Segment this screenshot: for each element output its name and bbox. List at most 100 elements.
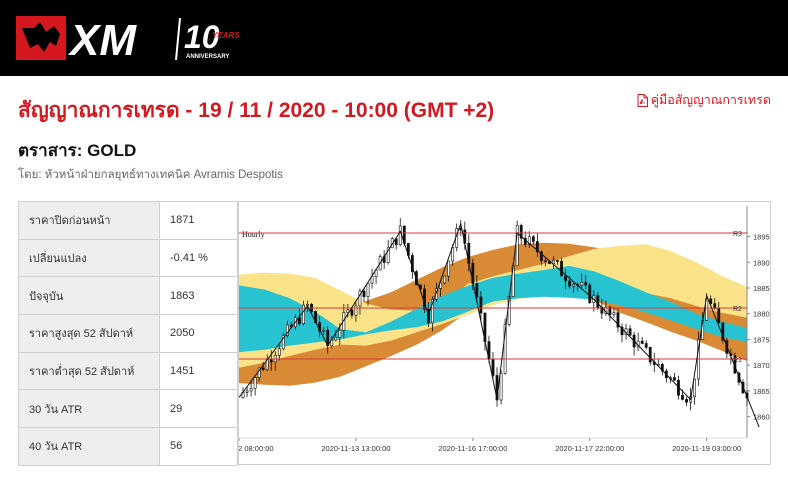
- stat-value-atr-30: 29: [159, 389, 238, 429]
- table-row: ราคาต่ำสุด 52 สัปดาห์ 1451: [18, 351, 238, 391]
- price-chart-svg: 1860 1865 1870 1875 1880 1885 1890 1895 2020-11-…: [239, 206, 770, 453]
- stat-label-change: เปลี่ยนแปลง: [18, 238, 160, 278]
- candle-body: [439, 282, 442, 289]
- table-row: เปลี่ยนแปลง -0.41 %: [18, 238, 238, 278]
- y-tick-label: 1865: [753, 387, 770, 396]
- candle-body: [515, 225, 519, 267]
- candle-body: [277, 348, 281, 356]
- x-tick-label: 2020-11-17 22:00:00: [555, 444, 624, 453]
- y-tick-label: 1895: [753, 233, 770, 242]
- stat-value-52w-low: 1451: [159, 351, 238, 391]
- candle-body: [717, 308, 721, 324]
- candle-body: [358, 290, 362, 307]
- stat-label-atr-30: 30 วัน ATR: [18, 389, 160, 429]
- xm-logo[interactable]: XM 10 YEARS ANNIVERSARY: [16, 12, 246, 64]
- site-header: XM 10 YEARS ANNIVERSARY: [0, 0, 788, 76]
- candle-body: [685, 399, 688, 403]
- pdf-icon: [637, 93, 648, 107]
- candle-body: [560, 261, 563, 277]
- candle-body: [535, 241, 539, 253]
- candle-body: [539, 251, 543, 262]
- author-byline: โดย: หัวหน้าฝ่ายกลยุทธ์ทางเทคนิค Avramis…: [18, 169, 283, 181]
- candle-body: [544, 260, 547, 263]
- x-tick-label: 2020-11-12 08:00:00: [239, 444, 274, 453]
- stat-label-52w-high: ราคาสูงสุด 52 สัปดาห์: [18, 314, 160, 353]
- stat-value-current: 1863: [159, 276, 238, 316]
- candle-body: [673, 377, 676, 381]
- table-row: ราคาสูงสุด 52 สัปดาห์ 2050: [18, 314, 238, 353]
- candle-body: [431, 299, 434, 324]
- candle-body: [596, 295, 600, 308]
- candle-body: [572, 284, 576, 287]
- table-row: ราคาปิดก่อนหน้า 1871: [18, 201, 238, 240]
- candle-body: [580, 282, 584, 286]
- candle-body: [249, 388, 253, 392]
- candle-body: [531, 236, 535, 242]
- candle-body: [398, 225, 402, 245]
- candle-body: [298, 317, 301, 324]
- instrument-heading: ตราสาร: GOLD: [18, 141, 137, 160]
- y-tick-label: 1875: [753, 335, 770, 344]
- page-title: สัญญาณการเทรด - 19 / 11 / 2020 - 10:00 (…: [18, 99, 495, 122]
- svg-text:XM: XM: [67, 16, 137, 64]
- candle-body: [475, 283, 479, 298]
- x-tick-label: 2020-11-19 03:00:00: [672, 444, 741, 453]
- candle-body: [588, 284, 592, 303]
- candle-body: [334, 336, 338, 341]
- candle-body: [584, 282, 588, 286]
- x-tick-label: 2020-11-16 17:00:00: [438, 444, 507, 453]
- y-tick-label: 1870: [753, 361, 770, 370]
- stat-value-change: -0.41 %: [159, 238, 238, 278]
- candle-body: [366, 282, 370, 297]
- stat-label-52w-low: ราคาต่ำสุด 52 สัปดาห์: [18, 351, 160, 391]
- candle-body: [648, 346, 652, 363]
- candle-body: [709, 298, 713, 304]
- candle-body: [354, 305, 358, 316]
- svg-text:YEARS: YEARS: [212, 31, 240, 40]
- candle-body: [302, 304, 305, 324]
- candle-body: [261, 367, 265, 370]
- candle-body: [640, 340, 644, 344]
- table-row: 40 วัน ATR 56: [18, 427, 238, 466]
- candle-body: [620, 326, 624, 336]
- signal-guide-label[interactable]: คู่มือสัญญาณการเทรด: [650, 93, 771, 107]
- y-tick-label: 1880: [753, 310, 770, 319]
- candle-body: [281, 335, 285, 350]
- signal-guide-link[interactable]: คู่มือสัญญาณการเทรด: [637, 90, 771, 110]
- stat-label-current: ปัจจุบัน: [18, 276, 160, 316]
- level-label-r3: R3: [733, 231, 742, 238]
- zigzag-line: [239, 221, 760, 428]
- y-tick-label: 1885: [753, 284, 770, 293]
- candle-body: [628, 328, 632, 336]
- stat-value-prev-close: 1871: [159, 201, 238, 240]
- svg-text:ANNIVERSARY: ANNIVERSARY: [186, 54, 229, 60]
- stat-label-atr-40: 40 วัน ATR: [18, 427, 160, 466]
- candle-body: [443, 275, 447, 284]
- table-row: ปัจจุบัน 1863: [18, 276, 238, 316]
- candle-body: [447, 260, 451, 277]
- candle-body: [479, 296, 483, 314]
- y-tick-label: 1860: [753, 413, 770, 422]
- candle-body: [568, 280, 572, 287]
- candle-body: [693, 378, 696, 398]
- yellow-band: [239, 244, 747, 368]
- stat-value-52w-high: 2050: [159, 314, 238, 353]
- candle-body: [564, 275, 567, 282]
- candle-body: [491, 358, 495, 376]
- stat-label-prev-close: ราคาปิดก่อนหน้า: [18, 201, 160, 240]
- candle-body: [612, 312, 616, 315]
- stat-value-atr-40: 56: [159, 427, 238, 466]
- candle-body: [245, 390, 249, 393]
- candle-body: [681, 394, 684, 400]
- timeframe-label: Hourly: [242, 230, 265, 239]
- candle-body: [519, 225, 523, 239]
- cyan-band: [239, 265, 747, 353]
- level-label-r1: R1: [733, 357, 742, 364]
- x-tick-label: 2020-11-13 13:00:00: [321, 444, 390, 453]
- candle-body: [608, 306, 612, 315]
- y-tick-label: 1890: [753, 258, 770, 267]
- candle-body: [503, 324, 507, 374]
- table-row: 30 วัน ATR 29: [18, 389, 238, 429]
- candle-body: [338, 330, 342, 338]
- candle-body: [346, 309, 350, 313]
